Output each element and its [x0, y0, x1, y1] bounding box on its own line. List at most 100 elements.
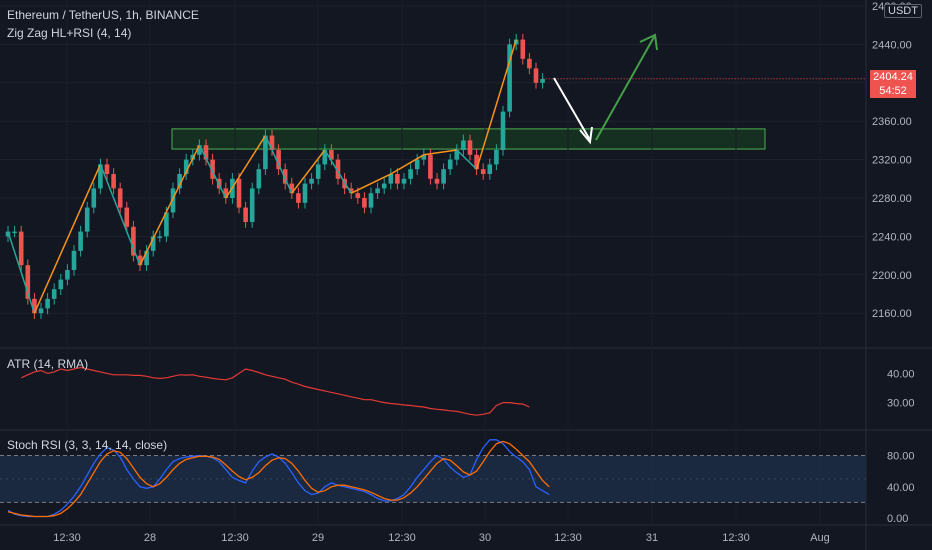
- price-tick-label: 2280.00: [872, 193, 912, 205]
- zigzag-indicator-label[interactable]: Zig Zag HL+RSI (4, 14): [7, 26, 132, 40]
- atr-indicator-label[interactable]: ATR (14, RMA): [7, 357, 89, 371]
- candle-body: [249, 188, 255, 222]
- candle-body: [355, 193, 361, 198]
- candle-body: [500, 111, 506, 150]
- candle-body: [38, 308, 44, 314]
- candle-body: [263, 135, 268, 170]
- candle-body: [65, 270, 70, 280]
- candle-body: [51, 289, 57, 299]
- projection-arrows: [553, 33, 658, 145]
- candle-body: [335, 159, 341, 179]
- time-tick-label: Aug: [810, 532, 830, 544]
- candle-body: [441, 169, 446, 184]
- zigzag-segment: [225, 135, 267, 199]
- candle-body: [210, 159, 215, 179]
- candle-body: [117, 188, 123, 208]
- zigzag-segment: [198, 144, 227, 199]
- candle-body: [150, 236, 156, 251]
- candle-body: [183, 159, 189, 174]
- candle-body: [309, 178, 314, 184]
- candle-body: [111, 174, 116, 189]
- candle-body: [302, 183, 308, 203]
- candle-body: [58, 279, 64, 290]
- candle-body: [381, 183, 387, 189]
- atr-pane: [20, 366, 530, 416]
- down-arrow-head: [579, 126, 593, 145]
- candle-body: [540, 78, 545, 83]
- currency-badge[interactable]: USDT: [884, 4, 922, 18]
- candle-body: [421, 154, 427, 160]
- candle-body: [527, 58, 532, 69]
- last-price-tag: 2404.24: [870, 70, 916, 84]
- zigzag-segment: [99, 164, 141, 266]
- stoch-rsi-pane: [0, 439, 866, 518]
- candle-body: [388, 174, 394, 184]
- down-arrow-shaft: [553, 77, 591, 141]
- zigzag-segment: [7, 231, 36, 314]
- zigzag-segment: [33, 164, 102, 314]
- time-tick-label: 30: [479, 532, 491, 544]
- time-tick-label: 12:30: [388, 532, 416, 544]
- candle-body: [454, 150, 460, 160]
- zigzag-segment: [324, 149, 352, 194]
- candle-body: [269, 135, 275, 150]
- time-tick-label: 12:30: [722, 532, 750, 544]
- time-tick-label: 29: [312, 532, 324, 544]
- candle-body: [401, 178, 407, 184]
- candle-body: [124, 207, 130, 227]
- stoch-k-line: [7, 439, 550, 518]
- candle-body: [164, 212, 169, 237]
- candle-body: [494, 150, 499, 165]
- candle-body: [480, 169, 486, 174]
- candle-body: [362, 198, 367, 208]
- candle-body: [71, 250, 77, 270]
- zigzag-segment: [423, 149, 457, 156]
- atr-tick-label: 40.00: [887, 368, 915, 380]
- time-tick-label: 12:30: [53, 532, 81, 544]
- candle-body: [322, 150, 328, 165]
- countdown-tag: 54:52: [870, 84, 916, 98]
- candle-body: [467, 140, 473, 155]
- candle-body: [434, 178, 440, 184]
- stoch-tick-label: 40.00: [887, 482, 915, 494]
- candle-body: [428, 154, 433, 179]
- chart-title: Ethereum / TetherUS, 1h, BINANCE: [7, 8, 199, 22]
- price-pane: [0, 5, 866, 319]
- candle-body: [276, 150, 281, 170]
- candle-body: [408, 169, 413, 179]
- time-tick-label: 12:30: [221, 532, 249, 544]
- candle-body: [368, 193, 374, 208]
- up-arrow-shaft: [595, 36, 655, 141]
- price-tick-label: 2440.00: [872, 39, 912, 51]
- candle-body: [282, 169, 288, 184]
- candle-body: [203, 145, 209, 160]
- time-tick-label: 12:30: [554, 532, 582, 544]
- candle-body: [348, 188, 354, 194]
- candle-body: [520, 39, 526, 59]
- stoch-rsi-indicator-label[interactable]: Stoch RSI (3, 3, 14, 14, close): [7, 438, 168, 452]
- price-tick-label: 2320.00: [872, 155, 912, 167]
- candle-body: [223, 188, 229, 198]
- candle-body: [144, 250, 149, 266]
- zigzag-segment: [350, 173, 392, 194]
- up-arrow-head: [639, 33, 658, 51]
- candle-body: [447, 159, 453, 170]
- candle-body: [375, 188, 380, 194]
- candle-body: [474, 154, 479, 170]
- zigzag-segment: [139, 144, 201, 266]
- stoch-d-line: [7, 440, 550, 518]
- candle-body: [18, 231, 24, 266]
- time-tick-label: 31: [646, 532, 658, 544]
- candle-body: [12, 231, 17, 234]
- candle-body: [256, 169, 262, 189]
- candle-body: [296, 193, 301, 203]
- candle-body: [104, 164, 110, 174]
- candle-body: [137, 255, 143, 266]
- price-tick-label: 2160.00: [872, 308, 912, 320]
- price-tick-label: 2200.00: [872, 270, 912, 282]
- zigzag-segment: [390, 154, 425, 175]
- candle-body: [131, 226, 136, 256]
- candle-body: [414, 159, 420, 170]
- price-tick-label: 2240.00: [872, 231, 912, 243]
